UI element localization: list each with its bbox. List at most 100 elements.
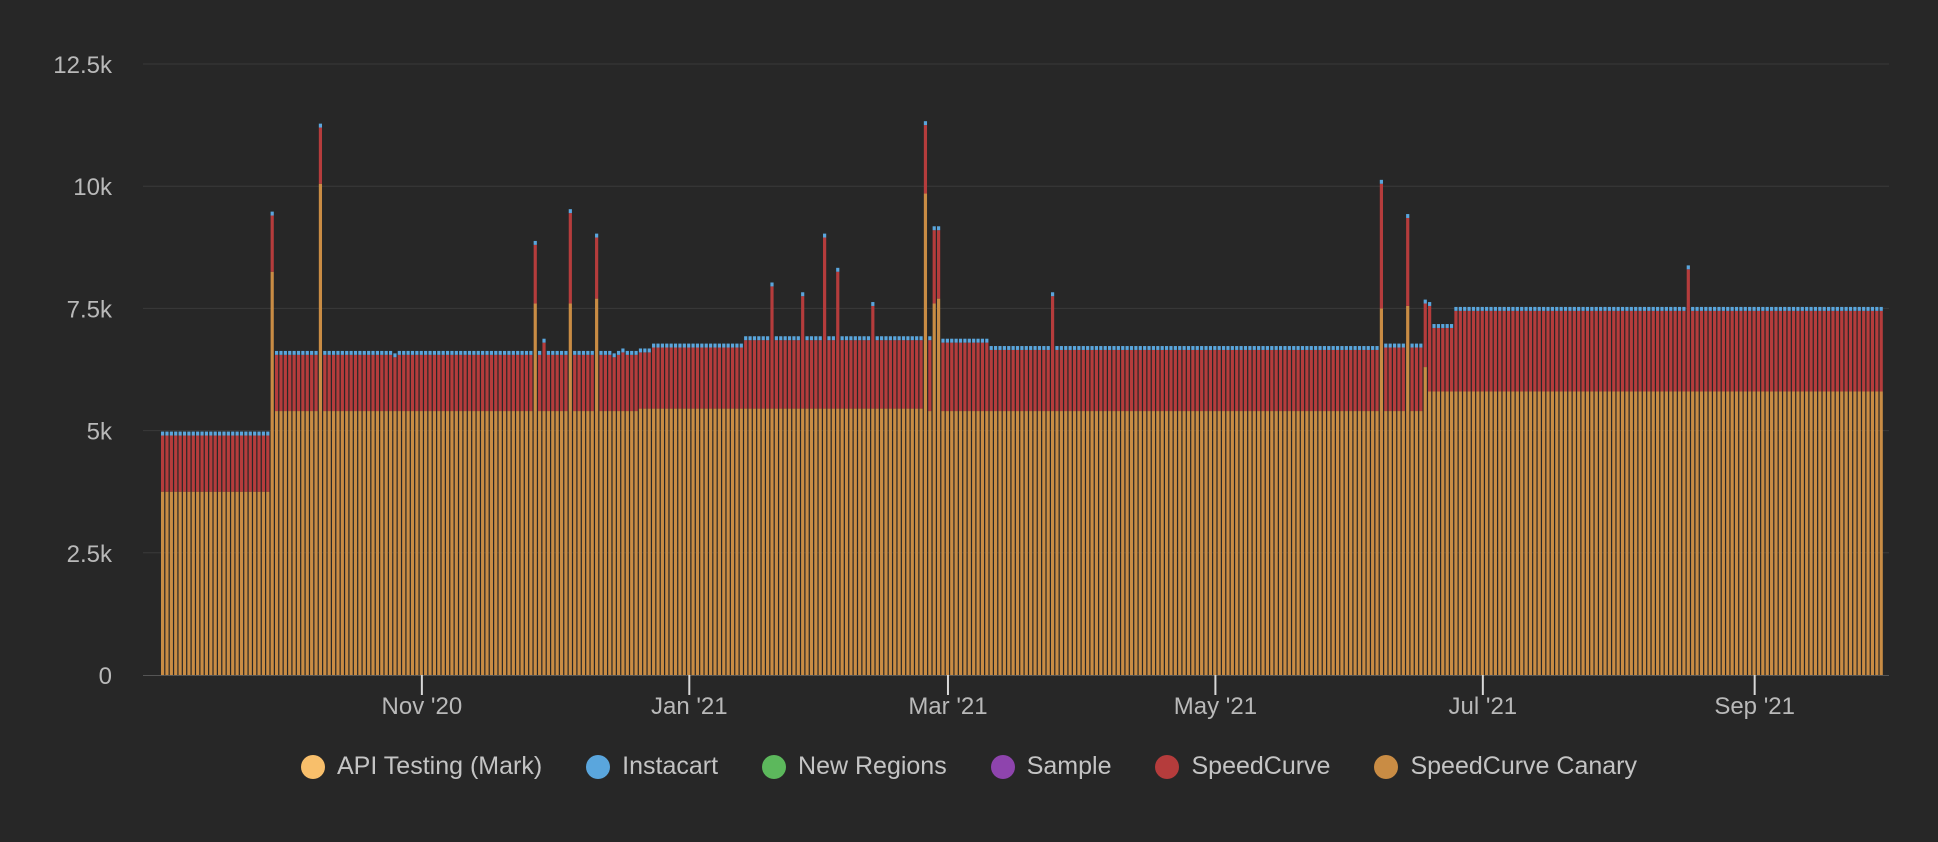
bar-segment-speedcurve	[231, 435, 235, 492]
bar-segment-speedcurve	[1335, 349, 1340, 412]
bar-segment-speedcurve	[805, 340, 809, 409]
bar-segment-speedcurve-canary	[349, 411, 353, 675]
bar-segment-speedcurve-canary	[1138, 411, 1142, 675]
bar-segment-speedcurve	[801, 296, 805, 409]
bar-segment-speedcurve-canary	[288, 411, 292, 675]
bar-segment-instacart	[1125, 346, 1129, 350]
bar-segment-instacart	[1160, 346, 1164, 350]
bar-segment-speedcurve	[1840, 310, 1844, 392]
bar-segment-speedcurve-canary	[1265, 411, 1269, 675]
bar-segment-speedcurve	[779, 340, 783, 409]
bar-segment-speedcurve	[726, 347, 730, 409]
bar-segment-instacart	[489, 350, 493, 355]
bar-segment-instacart	[1186, 346, 1191, 350]
bar-segment-speedcurve	[1068, 349, 1072, 412]
bar-segment-speedcurve-canary	[415, 411, 419, 675]
bar-segment-instacart	[761, 336, 765, 341]
bar-segment-instacart	[880, 336, 884, 341]
bar-segment-instacart	[1011, 346, 1015, 350]
bar-segment-instacart	[893, 336, 897, 341]
bar-segment-instacart	[1506, 306, 1511, 311]
bar-segment-speedcurve	[634, 354, 638, 412]
bar-segment-instacart	[726, 343, 730, 348]
legend-item-speedcurve-canary[interactable]: SpeedCurve Canary	[1374, 752, 1637, 781]
legend-item-instacart[interactable]: Instacart	[586, 752, 718, 781]
bar-segment-speedcurve	[1375, 349, 1379, 412]
bar-segment-speedcurve-canary	[1708, 391, 1712, 675]
bar-segment-instacart	[704, 343, 708, 348]
bar-segment-speedcurve	[1506, 310, 1511, 392]
bar-segment-speedcurve-canary	[182, 491, 187, 675]
bar-segment-speedcurve	[340, 354, 344, 412]
bar-segment-instacart	[998, 346, 1002, 350]
legend-item-sample[interactable]: Sample	[990, 752, 1111, 781]
bar-segment-speedcurve-canary	[862, 408, 866, 675]
bar-segment-speedcurve	[757, 340, 761, 409]
bar-segment-speedcurve	[266, 435, 270, 492]
bar-segment-speedcurve-canary	[507, 411, 511, 675]
bar-segment-speedcurve-canary	[1730, 391, 1734, 675]
bar-segment-speedcurve	[713, 347, 717, 409]
bar-segment-speedcurve-canary	[1848, 391, 1853, 675]
bar-segment-instacart	[1419, 343, 1423, 348]
bar-segment-speedcurve	[827, 340, 831, 409]
bar-segment-speedcurve-canary	[805, 408, 809, 675]
bar-segment-instacart	[1765, 306, 1769, 311]
bar-segment-speedcurve	[1800, 310, 1804, 392]
bar-segment-speedcurve-canary	[1261, 411, 1265, 675]
bar-segment-speedcurve-canary	[1761, 391, 1765, 675]
bar-segment-speedcurve-canary	[783, 408, 787, 675]
bar-segment-speedcurve	[1813, 310, 1818, 392]
bar-segment-instacart	[1607, 306, 1611, 311]
bar-segment-speedcurve	[660, 347, 664, 409]
bar-segment-speedcurve	[1428, 305, 1432, 392]
bar-segment-instacart	[1577, 306, 1581, 311]
bar-segment-instacart	[204, 431, 209, 436]
bar-segment-speedcurve	[906, 340, 910, 409]
bar-segment-speedcurve-canary	[1770, 391, 1774, 675]
x-tick-label: May '21	[1174, 693, 1257, 720]
bar-segment-speedcurve-canary	[1107, 411, 1112, 675]
bar-segment-speedcurve-canary	[1296, 411, 1300, 675]
bar-segment-speedcurve	[1467, 310, 1471, 392]
bar-segment-speedcurve	[1704, 310, 1708, 392]
bar-segment-speedcurve	[994, 349, 998, 412]
bar-segment-speedcurve	[222, 435, 226, 492]
bar-segment-instacart	[1103, 346, 1107, 350]
bar-segment-speedcurve-canary	[1090, 411, 1094, 675]
bar-segment-instacart	[187, 431, 191, 436]
bar-segment-speedcurve-canary	[1853, 391, 1857, 675]
bar-segment-speedcurve-canary	[1441, 391, 1445, 675]
bar-segment-instacart	[165, 431, 169, 436]
bar-segment-speedcurve	[669, 347, 673, 409]
bar-segment-instacart	[630, 350, 634, 355]
bar-segment-speedcurve	[1594, 310, 1598, 392]
bar-segment-speedcurve	[871, 305, 875, 409]
bar-segment-instacart	[1086, 346, 1090, 350]
legend-item-speedcurve[interactable]: SpeedCurve	[1155, 752, 1330, 781]
legend-item-api-testing-mark[interactable]: API Testing (Mark)	[301, 752, 542, 781]
bar-segment-speedcurve	[1410, 347, 1414, 412]
bar-segment-speedcurve-canary	[937, 298, 941, 675]
bar-segment-speedcurve	[1357, 349, 1362, 412]
bar-segment-speedcurve	[831, 340, 835, 409]
bar-segment-speedcurve	[1051, 296, 1055, 412]
bar-segment-speedcurve	[1002, 349, 1006, 412]
bar-segment-instacart	[524, 350, 529, 355]
bar-segment-speedcurve	[1756, 310, 1761, 392]
bar-segment-instacart	[1677, 306, 1682, 311]
bar-segment-speedcurve-canary	[1300, 411, 1305, 675]
legend-item-new-regions[interactable]: New Regions	[762, 752, 947, 781]
bar-segment-instacart	[717, 343, 721, 348]
bar-segment-speedcurve-canary	[630, 411, 634, 675]
bar-segment-instacart	[1818, 306, 1822, 311]
bar-segment-instacart	[1296, 346, 1300, 350]
bar-segment-instacart	[1827, 306, 1831, 311]
bar-segment-speedcurve-canary	[502, 411, 507, 675]
bar-segment-speedcurve	[1629, 310, 1633, 392]
bar-segment-speedcurve-canary	[1388, 411, 1392, 675]
bar-segment-speedcurve	[1129, 349, 1134, 412]
bar-segment-instacart	[1007, 346, 1011, 350]
bar-segment-speedcurve-canary	[1243, 411, 1248, 675]
bar-segment-speedcurve	[1283, 349, 1287, 412]
